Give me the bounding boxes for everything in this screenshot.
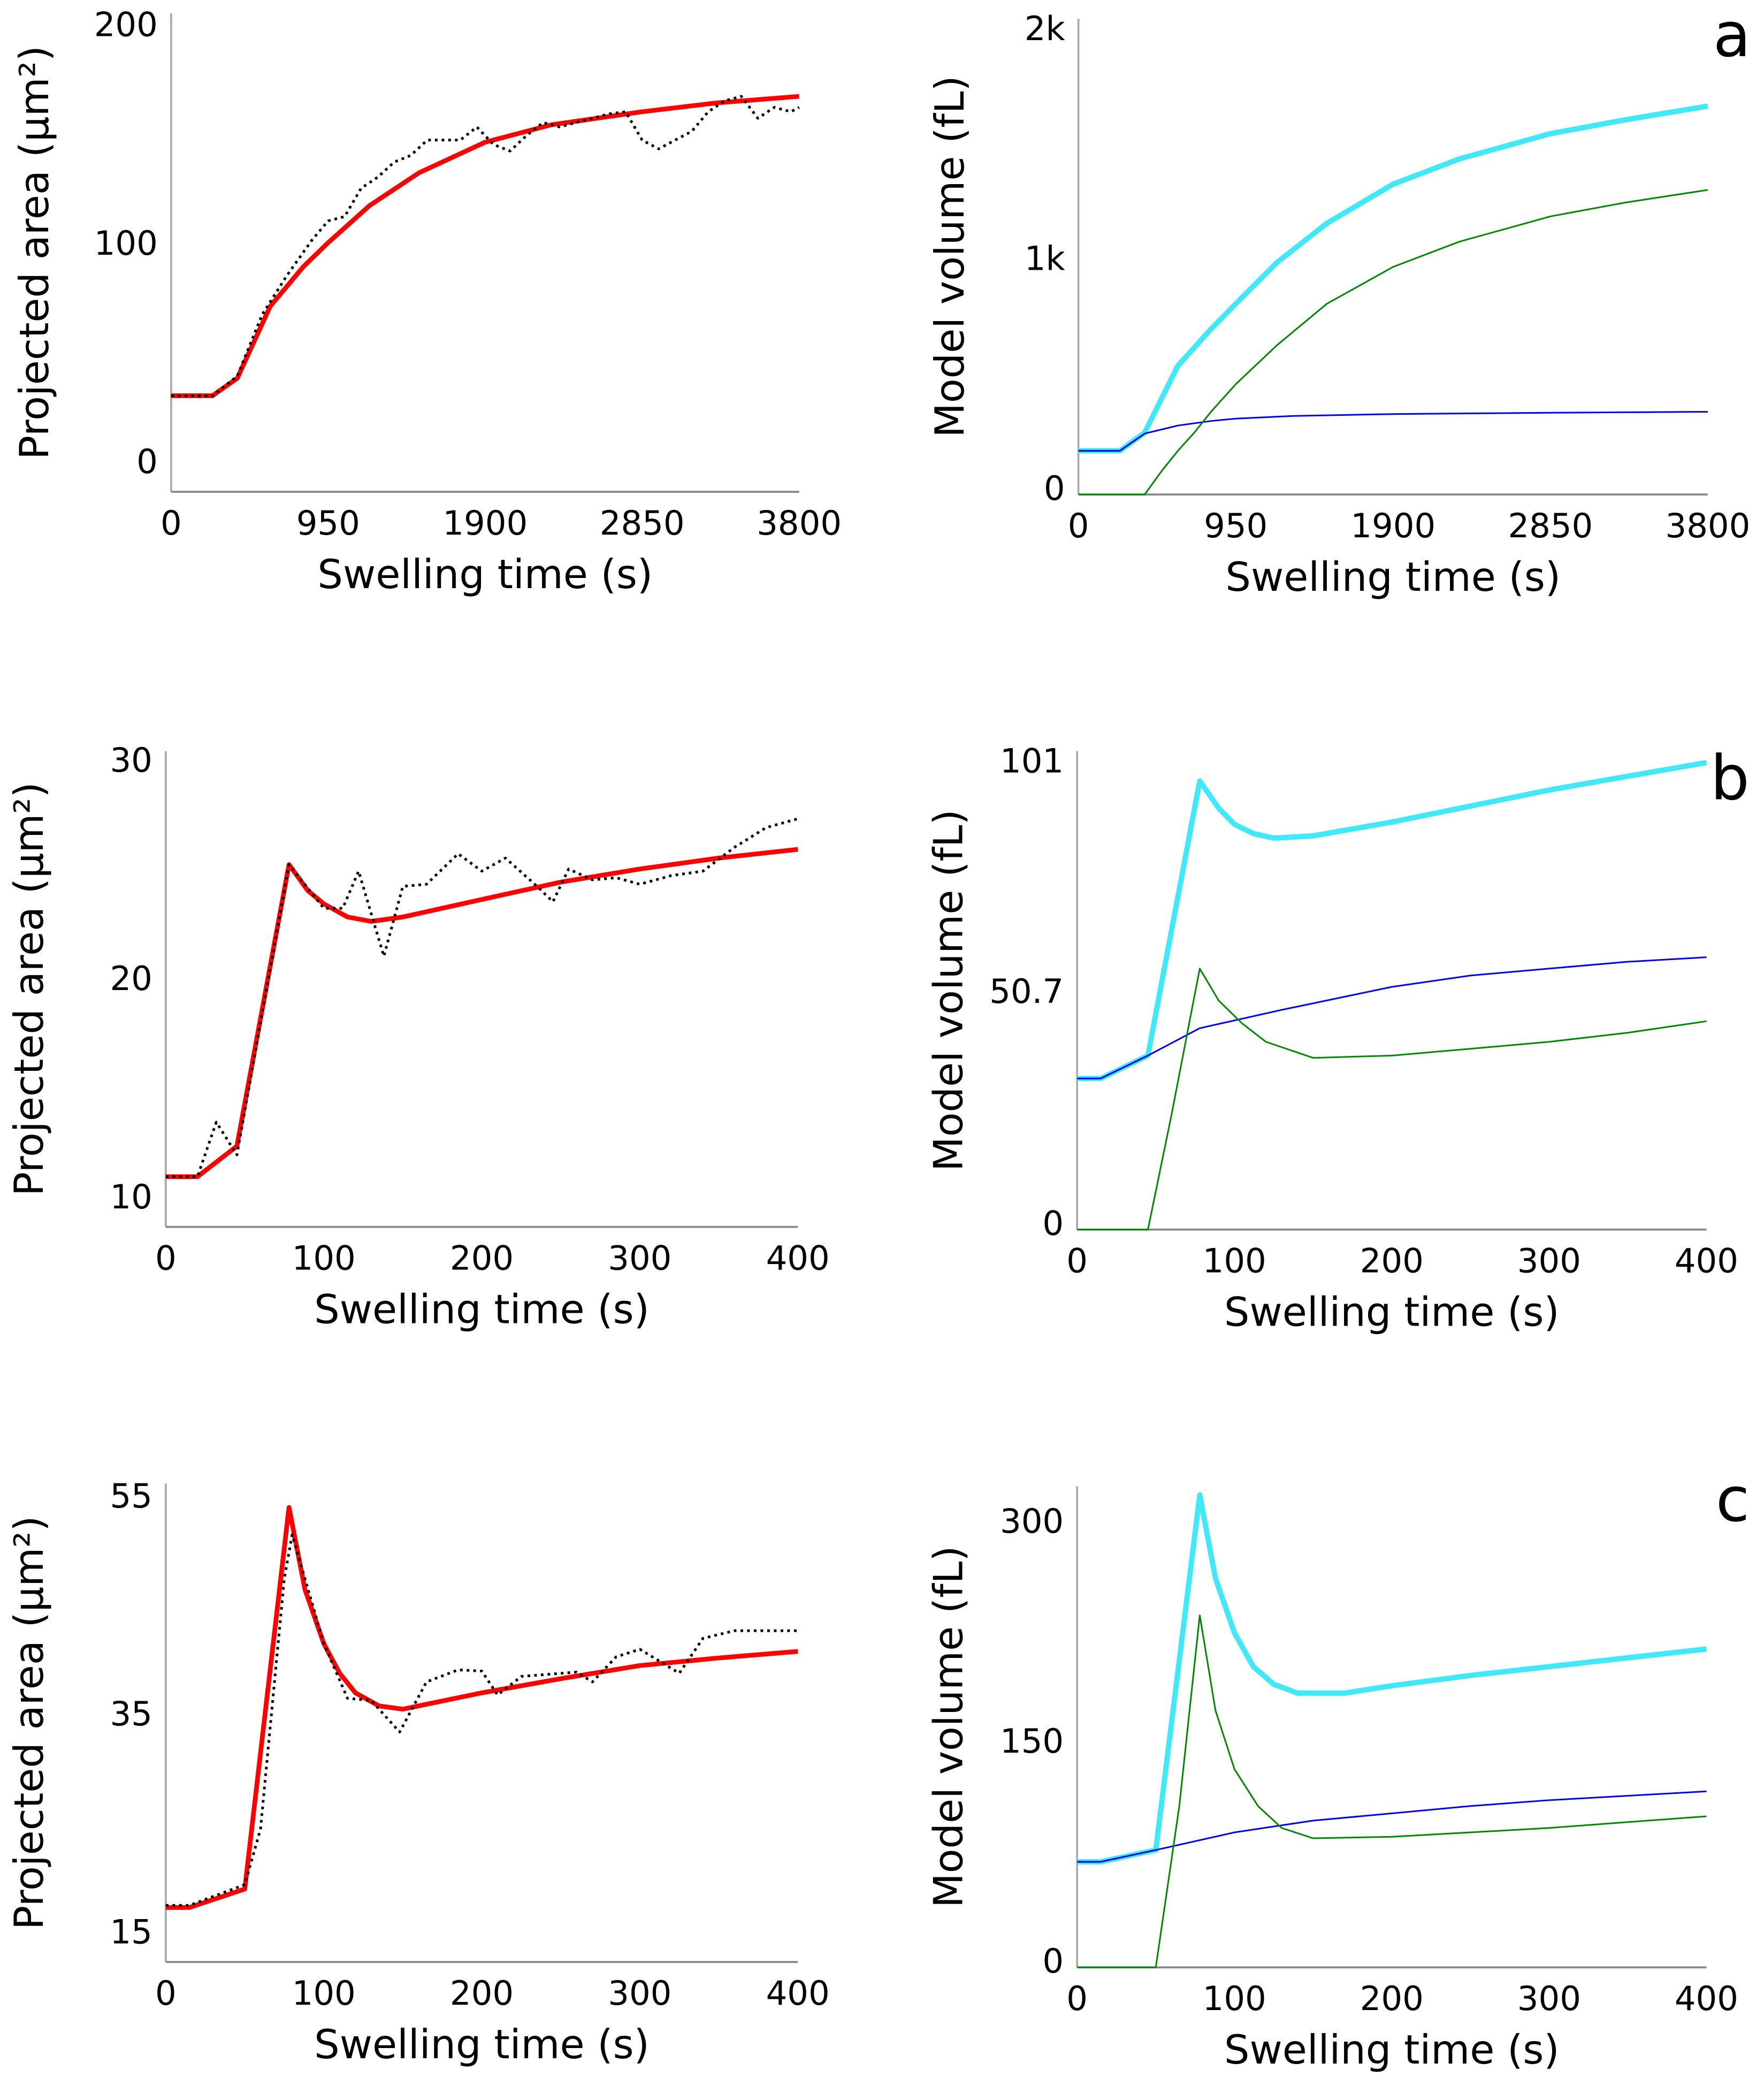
y-tick-label: 101 bbox=[1000, 741, 1064, 780]
series-line-component-1 bbox=[1077, 956, 1707, 1079]
y-tick-label: 15 bbox=[110, 1912, 152, 1951]
y-tick-label: 20 bbox=[110, 959, 152, 998]
x-tick-label: 3800 bbox=[757, 504, 842, 543]
x-tick-label: 1900 bbox=[1350, 506, 1435, 545]
series-line-total bbox=[1077, 1492, 1707, 1864]
y-tick-label: 10 bbox=[110, 1177, 152, 1216]
x-tick-label: 100 bbox=[292, 1239, 356, 1278]
x-tick-label: 950 bbox=[296, 504, 360, 543]
y-tick-label: 30 bbox=[110, 741, 152, 780]
x-tick-label: 0 bbox=[161, 504, 182, 543]
y-axis-label: Projected area (µm²) bbox=[5, 1516, 52, 1930]
chart-panel-c-volume: 0 100 200 300 400 0 150 300 Swelling time (s) Mod… bbox=[925, 1486, 1738, 2073]
series-line-measured bbox=[171, 95, 800, 397]
y-tick-label: 55 bbox=[110, 1476, 152, 1516]
series-line-component-2 bbox=[1077, 968, 1707, 1231]
y-tick-label: 150 bbox=[1000, 1722, 1064, 1761]
x-axis-label: Swelling time (s) bbox=[317, 551, 653, 598]
series-line-model-fit bbox=[165, 847, 798, 1179]
x-axis-label: Swelling time (s) bbox=[314, 2021, 650, 2068]
x-tick-label: 0 bbox=[1068, 506, 1089, 545]
y-tick-label: 200 bbox=[94, 5, 158, 44]
x-tick-label: 300 bbox=[608, 1974, 671, 2013]
x-tick-label: 2850 bbox=[600, 504, 685, 543]
y-tick-label: 0 bbox=[136, 442, 158, 481]
series-line-component-1 bbox=[1078, 410, 1708, 452]
x-axis-label: Swelling time (s) bbox=[1224, 1288, 1560, 1335]
chart-panel-b-area: 0 100 200 300 400 10 20 30 Swelling time (s) Proj… bbox=[5, 741, 830, 1333]
x-tick-label: 0 bbox=[1066, 1242, 1088, 1281]
series-line-model-fit bbox=[171, 94, 800, 398]
x-tick-label: 100 bbox=[1203, 1242, 1266, 1281]
y-axis-label: Projected area (µm²) bbox=[11, 45, 58, 460]
x-tick-label: 2850 bbox=[1508, 506, 1593, 545]
x-tick-label: 400 bbox=[1675, 1242, 1738, 1281]
panel-letter-b: b bbox=[1710, 742, 1750, 814]
series-line-component-2 bbox=[1078, 189, 1708, 496]
x-tick-label: 200 bbox=[450, 1974, 514, 2013]
panel-letter-a: a bbox=[1713, 0, 1751, 71]
x-tick-label: 400 bbox=[766, 1974, 830, 2013]
x-tick-label: 200 bbox=[1360, 1242, 1424, 1281]
y-tick-label: 35 bbox=[110, 1694, 152, 1733]
x-tick-label: 200 bbox=[1360, 1979, 1424, 2018]
chart-panel-a-volume: 0 950 1900 2850 3800 0 1k 2k Swelling time (s) Mo… bbox=[926, 9, 1751, 600]
y-axis-label: Model volume (fL) bbox=[925, 809, 972, 1171]
x-tick-label: 0 bbox=[1066, 1979, 1088, 2018]
chart-panel-a-area: 0 950 1900 2850 3800 0 100 200 Swelling time (s)… bbox=[11, 5, 842, 598]
series-line-model-fit bbox=[165, 1505, 798, 1910]
series-line-measured bbox=[165, 817, 798, 1178]
chart-panel-b-volume: 0 100 200 300 400 0 50.7 101 Swelling time (s) Mo… bbox=[925, 741, 1738, 1335]
y-tick-label: 300 bbox=[1000, 1502, 1064, 1541]
y-tick-label: 50.7 bbox=[989, 972, 1064, 1011]
y-tick-label: 1k bbox=[1025, 239, 1065, 278]
x-axis-label: Swelling time (s) bbox=[1224, 2026, 1560, 2073]
y-tick-label: 0 bbox=[1042, 1204, 1064, 1243]
y-axis-label: Model volume (fL) bbox=[925, 1546, 972, 1908]
x-tick-label: 100 bbox=[1203, 1979, 1266, 2018]
x-tick-label: 100 bbox=[292, 1974, 356, 2013]
y-tick-label: 0 bbox=[1044, 469, 1065, 508]
x-tick-label: 3800 bbox=[1665, 506, 1750, 545]
x-tick-label: 0 bbox=[155, 1974, 177, 2013]
y-tick-label: 0 bbox=[1042, 1942, 1064, 1981]
series-line-total bbox=[1078, 103, 1708, 454]
x-tick-label: 1900 bbox=[442, 504, 528, 543]
series-line-component-1 bbox=[1077, 1790, 1707, 1863]
chart-panel-c-area: 0 100 200 300 400 15 35 55 Swelling time (s) Proj… bbox=[5, 1476, 830, 2068]
x-tick-label: 400 bbox=[1675, 1979, 1738, 2018]
x-axis-label: Swelling time (s) bbox=[314, 1285, 650, 1333]
x-tick-label: 950 bbox=[1204, 506, 1267, 545]
panel-letter-c: c bbox=[1716, 1464, 1750, 1536]
y-tick-label: 100 bbox=[94, 224, 158, 263]
series-line-component-2 bbox=[1077, 1614, 1707, 1968]
x-tick-label: 0 bbox=[155, 1239, 177, 1278]
y-axis-label: Model volume (fL) bbox=[926, 75, 973, 438]
y-tick-label: 2k bbox=[1025, 9, 1065, 48]
x-axis-label: Swelling time (s) bbox=[1225, 553, 1561, 600]
x-tick-label: 200 bbox=[450, 1239, 514, 1278]
x-tick-label: 300 bbox=[1517, 1979, 1581, 2018]
y-axis-label: Projected area (µm²) bbox=[5, 782, 52, 1196]
series-line-measured bbox=[165, 1533, 798, 1907]
series-line-total bbox=[1077, 760, 1707, 1082]
x-tick-label: 300 bbox=[1517, 1242, 1581, 1281]
x-tick-label: 400 bbox=[766, 1239, 830, 1278]
x-tick-label: 300 bbox=[608, 1239, 671, 1278]
